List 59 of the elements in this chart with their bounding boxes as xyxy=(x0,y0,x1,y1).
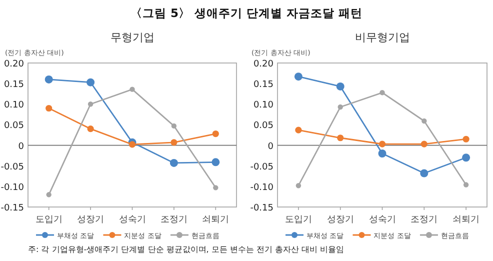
point xyxy=(212,130,219,138)
x-tick-label: 쇠퇴기 xyxy=(452,215,480,225)
chart-title: 비무형기업 xyxy=(354,31,410,44)
x-tick-label: 조정기 xyxy=(160,215,188,225)
point xyxy=(128,141,136,148)
y-tick-label: -0.15 xyxy=(250,204,274,214)
y-tick-label: 0.05 xyxy=(253,121,274,132)
x-tick-label: 도입기 xyxy=(35,215,62,225)
point xyxy=(420,169,428,178)
point xyxy=(44,75,53,84)
point xyxy=(338,104,343,110)
point xyxy=(463,182,469,188)
x-tick-label: 성숙기 xyxy=(118,215,146,225)
text: 〈그림 5〉 생애주기 단계별 자금조달 패턴 xyxy=(130,6,363,20)
x-tick-label: 조정기 xyxy=(410,215,438,225)
y-tick-label: -0.15 xyxy=(0,204,24,214)
y-tick-label: 0.20 xyxy=(4,60,24,70)
x-tick-label: 성숙기 xyxy=(368,215,396,225)
x-tick-label: 성장기 xyxy=(77,215,104,225)
point xyxy=(212,158,220,166)
y-tick-label: 0.15 xyxy=(4,80,24,90)
y-tick-label: 0 xyxy=(18,142,24,152)
point xyxy=(336,82,344,90)
text: 주: 각 기업유형-생애주기 단계별 단순 평균값이며, 모든 변수는 전기 총자산 대비 비율임 xyxy=(28,245,344,254)
point xyxy=(296,183,302,188)
point xyxy=(378,140,386,148)
point xyxy=(86,78,95,86)
point xyxy=(87,126,94,132)
point xyxy=(46,104,52,112)
point xyxy=(462,136,470,142)
y-tick-label: -0.10 xyxy=(0,182,24,193)
y-tick-label: -0.10 xyxy=(250,182,274,193)
point xyxy=(337,134,344,142)
point xyxy=(462,154,470,162)
point xyxy=(88,102,94,107)
point xyxy=(171,123,177,129)
point xyxy=(170,139,178,146)
y-tick-label: 0.10 xyxy=(4,100,24,111)
point xyxy=(213,185,218,190)
x-tick-label: 쇠퇴기 xyxy=(202,215,230,225)
y-tick-label: 0.10 xyxy=(253,100,274,111)
y-tick-label: 0.20 xyxy=(253,60,274,70)
y-tick-label: 0.15 xyxy=(253,80,274,90)
y-tick-label: -0.05 xyxy=(0,162,24,172)
point xyxy=(295,126,302,134)
point xyxy=(294,72,302,81)
y-tick-label: 0 xyxy=(268,142,274,152)
point xyxy=(422,118,427,124)
y-tick-label: -0.05 xyxy=(250,162,274,172)
point xyxy=(378,150,386,158)
x-tick-label: 도입기 xyxy=(284,215,312,225)
point xyxy=(420,140,428,148)
point xyxy=(380,90,385,96)
y-tick-label: 0.05 xyxy=(4,121,24,132)
point xyxy=(46,192,52,198)
x-tick-label: 성장기 xyxy=(326,215,354,225)
point xyxy=(170,158,178,167)
point xyxy=(130,86,135,92)
chart-title: 무형기업 xyxy=(110,31,154,44)
